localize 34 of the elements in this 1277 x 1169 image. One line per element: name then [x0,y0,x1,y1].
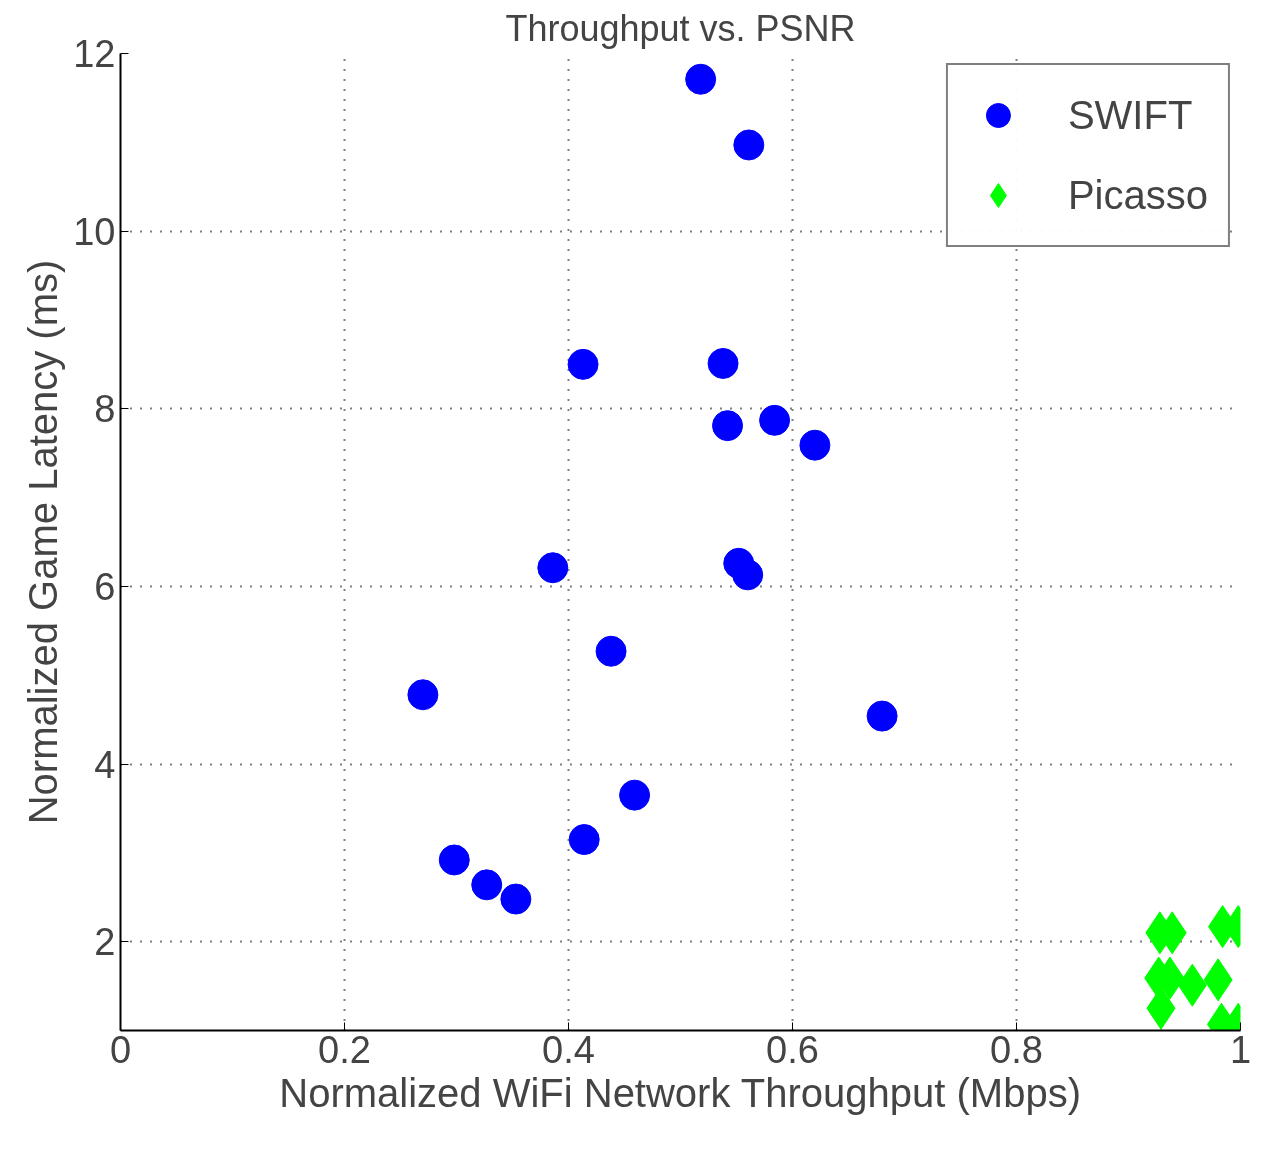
point [537,552,569,584]
point [712,410,744,442]
y-tick-label: 8 [94,388,116,431]
point [595,635,627,667]
point [500,883,532,915]
point [866,700,898,732]
x-tick-label: 0.4 [542,1028,595,1071]
point [799,429,831,461]
point [471,869,503,901]
x-tick-label: 0.8 [990,1028,1043,1071]
y-tick-label: 2 [94,921,116,964]
x-tick-label: 0.2 [318,1028,371,1071]
point [707,348,739,379]
point [567,348,599,380]
x-axis-title: Normalized WiFi Network Throughput (Mbps) [279,1070,1081,1115]
point [438,844,470,876]
y-tick-label: 12 [73,33,116,75]
x-tick-label: 0 [109,1028,132,1071]
y-axis-title: Normalized Game Latency (ms) [21,259,66,825]
legend-label: SWIFT [1067,92,1193,138]
point [732,559,764,591]
y-tick-label: 10 [73,210,116,253]
chart-title: Throughput vs. PSNR [505,7,856,49]
legend-label: Picasso [1067,172,1208,218]
x-tick-label: 1 [1229,1028,1252,1071]
point [733,129,765,161]
y-tick-label: 4 [94,743,116,786]
point [568,824,600,856]
y-tick-label: 6 [94,565,116,608]
x-tick-label: 0.6 [766,1028,819,1071]
point [759,404,791,436]
point [685,63,717,95]
point [407,679,439,711]
point [619,779,651,811]
